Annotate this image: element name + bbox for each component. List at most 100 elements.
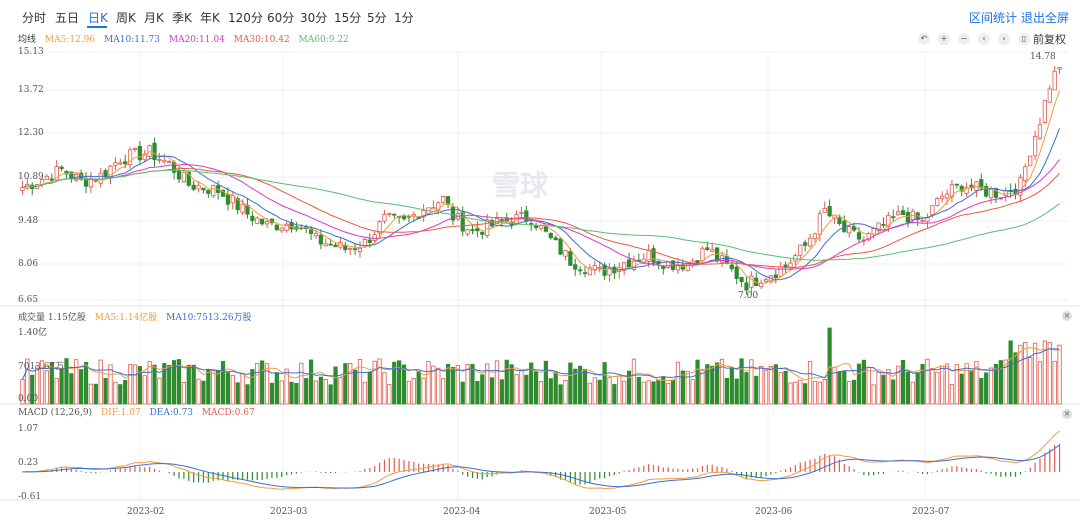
volume-bar	[817, 381, 822, 405]
volume-bar	[803, 383, 808, 405]
volume-bar	[656, 379, 661, 405]
volume-bar	[367, 371, 372, 405]
volume-bar	[876, 371, 881, 405]
tab-quarter-k[interactable]: 季K	[172, 11, 192, 25]
candle	[729, 264, 734, 270]
candle	[930, 205, 935, 216]
volume-bar	[357, 358, 363, 405]
candle	[152, 142, 157, 161]
candle	[20, 187, 25, 191]
volume-bar	[724, 377, 730, 405]
volume-bar	[460, 381, 465, 405]
candle	[333, 244, 338, 248]
candle	[597, 266, 602, 269]
exit-fullscreen-link[interactable]: 退出全屏	[1021, 11, 1070, 25]
volume-bar	[1018, 344, 1023, 405]
volume-bar	[538, 381, 544, 405]
volume-bar	[98, 359, 103, 405]
pan-left-icon[interactable]: ‹	[978, 33, 990, 45]
candle	[1018, 177, 1023, 196]
volume-ma10: MA10:7513.26万股	[166, 313, 252, 323]
candle	[578, 269, 583, 272]
candle	[137, 146, 142, 161]
volume-bar	[299, 362, 304, 405]
volume-bar	[675, 361, 681, 405]
volume-bar	[641, 381, 646, 405]
ma60-label: MA60:9.22	[298, 35, 349, 45]
volume-bar	[612, 384, 617, 405]
tab-15min[interactable]: 15分	[334, 11, 362, 25]
close-macd-icon[interactable]: ×	[1062, 409, 1072, 419]
candle	[900, 210, 906, 215]
candle	[959, 185, 964, 192]
volume-bar	[666, 382, 671, 405]
tab-30min[interactable]: 30分	[300, 11, 328, 25]
volume-bar	[362, 381, 367, 405]
candle	[988, 188, 994, 199]
candle	[817, 213, 822, 235]
macd-tick: 0.23	[18, 458, 39, 468]
candle	[250, 215, 255, 221]
volume-bar	[387, 384, 392, 405]
y-tick: 9.48	[18, 216, 39, 226]
volume-bar	[44, 370, 50, 405]
x-tick: 2023-05	[589, 507, 627, 517]
fullscreen-icon[interactable]: ▯	[1018, 33, 1030, 45]
candle	[587, 267, 593, 276]
volume-bar	[548, 378, 553, 405]
candle	[812, 233, 818, 239]
volume-bar	[323, 379, 328, 405]
volume-bar	[1037, 361, 1043, 405]
tab-five-day[interactable]: 五日	[55, 11, 80, 25]
tab-5min[interactable]: 5分	[367, 11, 387, 25]
tab-1min[interactable]: 1分	[394, 11, 414, 25]
candle	[235, 198, 240, 211]
candle	[118, 162, 123, 165]
volume-bar	[1042, 340, 1047, 405]
tab-month-k[interactable]: 月K	[144, 11, 164, 25]
volume-bar	[925, 358, 930, 405]
range-stats-link[interactable]: 区间统计	[969, 11, 1018, 25]
macd-title: MACD (12,26,9)	[18, 408, 93, 418]
volume-bar	[1013, 352, 1018, 405]
volume-bar	[201, 380, 206, 405]
tab-120min[interactable]: 120分	[228, 11, 263, 25]
tab-year-k[interactable]: 年K	[200, 11, 220, 25]
zoom-out-icon[interactable]: −	[958, 33, 970, 45]
vol-tick: 7013.67万	[18, 362, 65, 372]
candle	[382, 213, 387, 222]
volume-bar	[553, 371, 558, 405]
volume-bar	[558, 384, 563, 405]
volume-bar	[871, 384, 876, 405]
volume-bar	[79, 369, 84, 405]
volume-bar	[39, 360, 45, 405]
tab-fenshi[interactable]: 分时	[22, 11, 47, 25]
volume-bar	[240, 373, 245, 405]
volume-bar	[1008, 340, 1013, 405]
volume-bar	[1032, 342, 1038, 405]
watermark: 雪球	[492, 169, 549, 202]
candle	[260, 218, 265, 225]
volume-bar	[954, 364, 959, 405]
tab-60min[interactable]: 60分	[267, 11, 295, 25]
volume-bar	[920, 363, 925, 405]
adjust-dropdown[interactable]: 前复权	[1033, 33, 1066, 46]
zoom-in-icon[interactable]: +	[938, 33, 950, 45]
pan-right-icon[interactable]: ›	[998, 33, 1010, 45]
volume-bar	[416, 370, 421, 405]
candle	[362, 239, 367, 247]
dif-label: DIF:1.07	[100, 408, 141, 418]
volume-bar	[436, 367, 441, 405]
candle	[162, 159, 167, 163]
candle	[387, 213, 392, 215]
candle	[475, 228, 480, 232]
volume-bar	[592, 377, 597, 405]
undo-icon[interactable]: ↶	[918, 33, 930, 45]
candle	[1042, 99, 1047, 123]
volume-bar	[705, 364, 710, 405]
tab-week-k[interactable]: 周K	[116, 11, 136, 25]
close-volume-icon[interactable]: ×	[1062, 311, 1072, 321]
tab-day-k[interactable]: 日K	[88, 11, 108, 25]
vol-tick: 0.00	[18, 394, 39, 404]
volume-bar	[891, 379, 896, 405]
